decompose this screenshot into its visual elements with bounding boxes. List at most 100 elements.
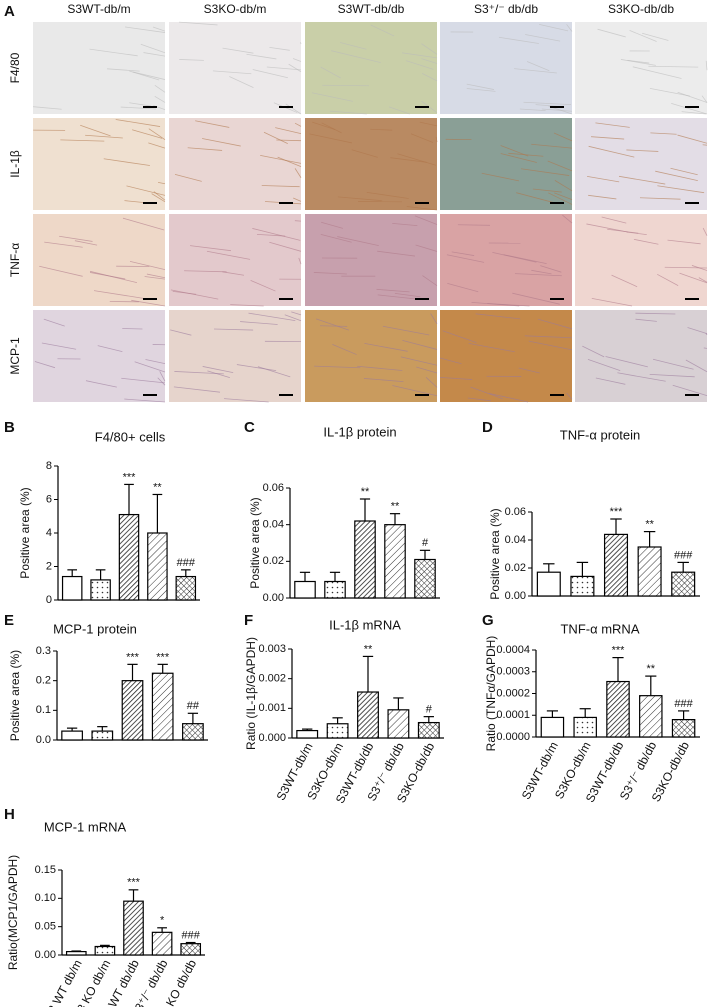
column-header: S3⁺/⁻ db/db bbox=[474, 2, 538, 16]
tissue-texture bbox=[410, 133, 434, 143]
tissue-texture bbox=[541, 108, 573, 112]
tissue-texture bbox=[129, 260, 166, 271]
tissue-texture bbox=[134, 361, 166, 373]
tissue-texture bbox=[402, 340, 438, 350]
tissue-texture bbox=[626, 149, 659, 152]
tissue-texture bbox=[44, 241, 83, 248]
tissue-texture bbox=[120, 106, 157, 110]
tissue-texture bbox=[526, 61, 550, 72]
tissue-texture bbox=[212, 70, 252, 75]
tissue-texture bbox=[132, 129, 163, 139]
tissue-texture bbox=[655, 170, 698, 181]
tissue-texture bbox=[382, 325, 430, 336]
tissue-texture bbox=[467, 397, 491, 402]
significance-label: ** bbox=[645, 519, 654, 531]
tissue-texture bbox=[32, 106, 62, 110]
bar bbox=[90, 579, 111, 601]
y-tick-label: 0.0000 bbox=[496, 731, 530, 743]
tissue-texture bbox=[173, 386, 221, 393]
tissue-texture bbox=[80, 124, 111, 137]
chart-title: IL-1β mRNA bbox=[329, 617, 401, 632]
tissue-texture bbox=[284, 314, 302, 322]
tissue-texture bbox=[321, 221, 343, 229]
tissue-texture bbox=[93, 290, 144, 299]
tissue-texture bbox=[337, 196, 383, 202]
significance-label: *** bbox=[610, 506, 624, 518]
tissue-texture bbox=[447, 282, 479, 293]
y-tick-label: 0.001 bbox=[258, 702, 286, 714]
tissue-texture bbox=[670, 167, 698, 176]
tissue-texture bbox=[430, 313, 438, 325]
tissue-texture bbox=[535, 104, 557, 107]
tissue-texture bbox=[314, 365, 361, 369]
tissue-texture bbox=[639, 197, 681, 200]
tissue-texture bbox=[597, 28, 626, 38]
bar bbox=[180, 943, 202, 956]
tissue-texture bbox=[537, 318, 573, 330]
tissue-texture bbox=[416, 366, 438, 374]
y-tick-label: 0.3 bbox=[36, 645, 51, 657]
bar bbox=[91, 730, 114, 741]
tissue-texture bbox=[481, 172, 520, 182]
column-header: S3WT-db/m bbox=[67, 2, 130, 16]
tissue-texture bbox=[337, 236, 379, 246]
tissue-texture bbox=[248, 312, 296, 322]
tissue-texture bbox=[125, 26, 166, 33]
micrograph bbox=[440, 118, 572, 210]
tissue-texture bbox=[288, 63, 302, 73]
tissue-texture bbox=[554, 192, 573, 200]
tissue-texture bbox=[377, 250, 415, 257]
tissue-texture bbox=[451, 251, 475, 256]
micrograph bbox=[575, 310, 707, 402]
micrograph bbox=[575, 214, 707, 306]
tissue-texture bbox=[539, 24, 569, 32]
tissue-texture bbox=[553, 132, 573, 142]
tissue-texture bbox=[85, 380, 117, 388]
tissue-texture bbox=[523, 101, 572, 106]
y-tick-label: 0.05 bbox=[35, 921, 56, 933]
bar bbox=[294, 580, 316, 599]
tissue-texture bbox=[370, 24, 395, 37]
row-label: TNF-α bbox=[8, 243, 22, 277]
micrograph bbox=[440, 214, 572, 306]
bar bbox=[671, 571, 696, 597]
micrograph bbox=[33, 118, 165, 210]
chart-title: TNF-α mRNA bbox=[560, 621, 639, 636]
tissue-texture bbox=[131, 299, 166, 307]
tissue-texture bbox=[607, 228, 639, 234]
micrograph bbox=[440, 22, 572, 114]
tissue-texture bbox=[518, 367, 540, 374]
tissue-texture bbox=[642, 32, 669, 41]
significance-label: ### bbox=[182, 929, 201, 941]
tissue-texture bbox=[498, 36, 539, 44]
tissue-texture bbox=[266, 66, 302, 71]
tissue-texture bbox=[649, 88, 690, 97]
tissue-texture bbox=[190, 245, 232, 252]
bar bbox=[417, 721, 440, 739]
tissue-texture bbox=[246, 53, 277, 60]
tissue-texture bbox=[588, 194, 617, 200]
chart-title: TNF-α protein bbox=[560, 427, 640, 442]
y-tick-label: 0.000 bbox=[258, 732, 286, 744]
tissue-texture bbox=[313, 272, 347, 275]
panel-label: A bbox=[4, 3, 15, 20]
tissue-texture bbox=[591, 136, 625, 140]
tissue-texture bbox=[332, 343, 357, 355]
tissue-texture bbox=[595, 377, 626, 385]
tissue-texture bbox=[376, 288, 410, 293]
tissue-texture bbox=[140, 43, 166, 54]
tissue-texture bbox=[291, 311, 302, 316]
tissue-texture bbox=[300, 42, 302, 45]
tissue-texture bbox=[312, 121, 336, 131]
bar bbox=[384, 524, 406, 599]
y-tick-label: 0.0004 bbox=[496, 644, 530, 656]
tissue-texture bbox=[672, 384, 708, 396]
tissue-texture bbox=[605, 356, 648, 368]
tissue-texture bbox=[468, 342, 515, 353]
significance-label: ## bbox=[187, 700, 200, 712]
bar bbox=[65, 950, 87, 956]
tissue-texture bbox=[657, 185, 705, 194]
tissue-texture bbox=[421, 58, 438, 64]
tissue-texture bbox=[124, 398, 166, 403]
significance-label: *** bbox=[123, 471, 137, 483]
